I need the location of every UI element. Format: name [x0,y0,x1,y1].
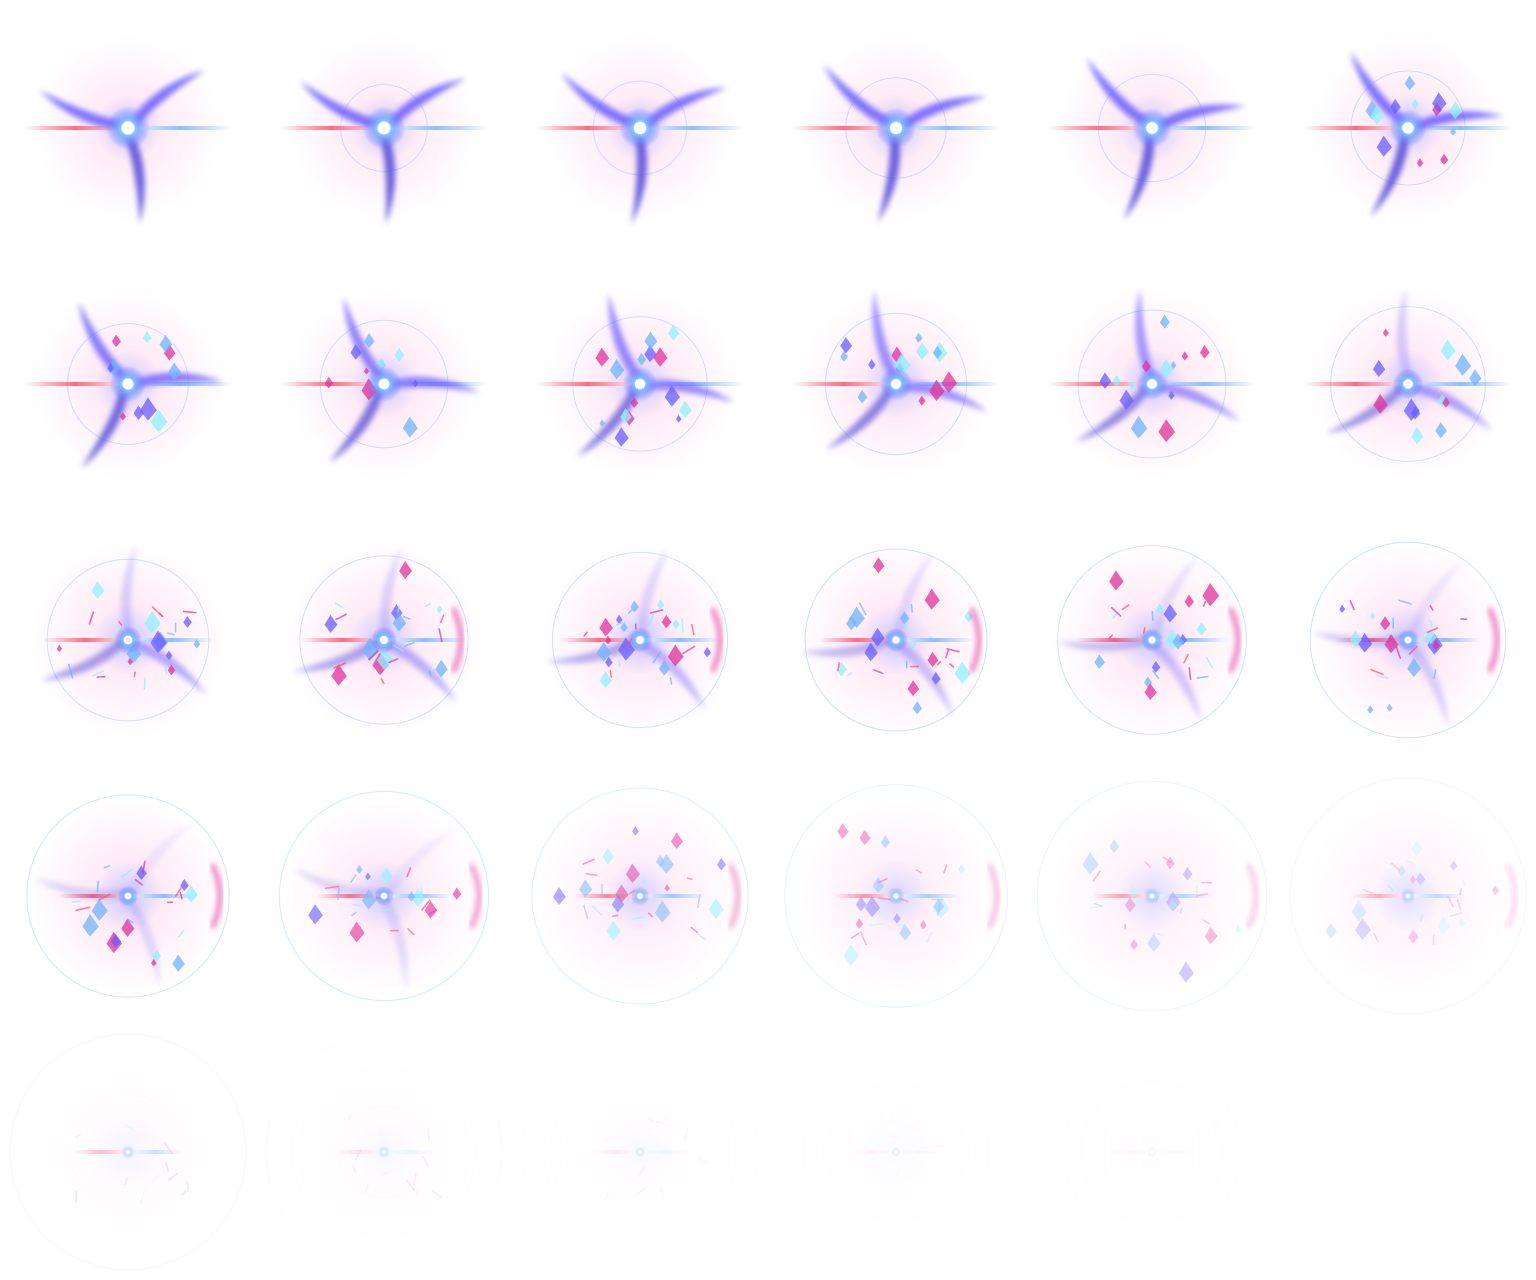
sprite-frame [1024,256,1280,512]
energy-burst-effect [278,790,490,1002]
energy-burst-effect [791,1047,1001,1257]
energy-burst-effect [279,32,489,225]
energy-burst-effect [284,540,484,740]
energy-burst-effect [1051,539,1253,741]
energy-burst-effect [1047,285,1257,483]
sprite-frame [768,768,1024,1024]
energy-burst-effect [535,286,745,482]
energy-burst-effect [23,286,233,482]
energy-burst-effect [531,787,749,1005]
energy-burst-effect [1036,780,1268,1012]
energy-burst-effect [791,31,1001,225]
sprite-frame [1024,1024,1280,1280]
sprite-frame [0,1024,256,1280]
energy-burst-effect [535,32,745,225]
sprite-frame [768,1024,1024,1280]
energy-burst-effect [540,540,740,740]
sprite-frame [1024,0,1280,256]
sprite-frame [512,512,768,768]
energy-burst-effect [784,784,1008,1008]
energy-burst-effect [1107,1147,1197,1157]
energy-burst-effect [1306,538,1510,742]
sprite-frame [512,256,768,512]
energy-burst-effect [9,1033,247,1271]
energy-burst-effect [28,540,228,740]
sprite-frame [1280,256,1536,512]
sprite-frame [256,1024,512,1280]
sprite-frame [1280,0,1536,256]
energy-burst-effect [26,794,230,998]
sprite-frame [512,768,768,1024]
energy-burst-effect [1289,777,1527,1015]
energy-burst-effect [23,33,233,224]
sprite-frame [768,512,1024,768]
energy-burst-effect [1303,31,1513,225]
sprite-frame [256,512,512,768]
sprite-frame [256,768,512,1024]
sprite-frame [512,0,768,256]
energy-burst-effect [795,539,997,741]
energy-burst-effect [265,1033,503,1271]
sprite-frame [1024,512,1280,768]
energy-burst-effect [1047,31,1257,225]
sprite-frame [0,0,256,256]
energy-burst-effect [535,1047,745,1257]
energy-burst-effect [1303,285,1513,483]
sprite-frame [512,1024,768,1280]
energy-burst-effect [279,286,489,482]
sprite-frame [0,512,256,768]
sprite-frame [1280,512,1536,768]
sprite-frame [1280,768,1536,1024]
sprite-frame [768,0,1024,256]
sprite-frame [0,768,256,1024]
sprite-frame [256,0,512,256]
energy-burst-effect [791,285,1001,483]
sprite-frame [256,256,512,512]
sprite-frame [1024,768,1280,1024]
sprite-frame [768,256,1024,512]
sprite-frame [0,256,256,512]
